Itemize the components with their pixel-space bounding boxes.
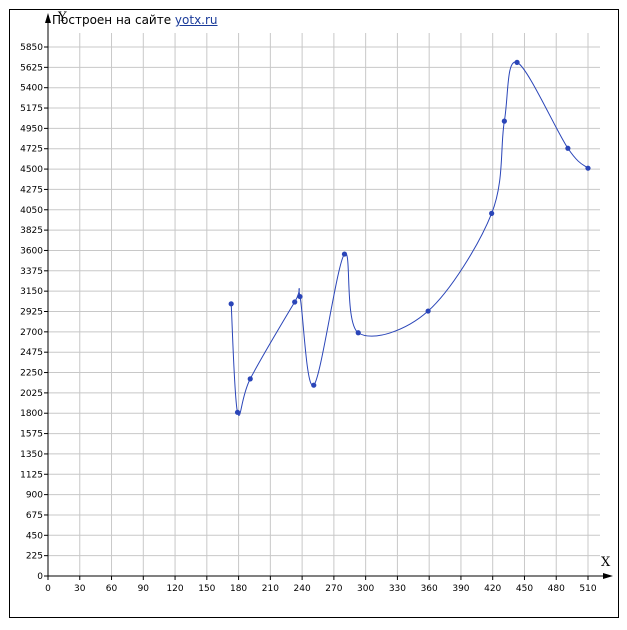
x-axis-label: X [601,555,611,570]
data-point [247,376,253,382]
y-tick-label: 2025 [20,389,43,399]
y-tick-label: 900 [26,491,43,501]
x-tick-label: 420 [484,584,501,594]
y-tick-label: 675 [26,511,43,521]
y-axis-arrow [45,13,51,23]
x-tick-label: 330 [389,584,406,594]
y-tick-label: 3375 [20,267,43,277]
data-point [501,118,507,124]
y-tick-label: 2700 [20,328,43,338]
x-tick-label: 270 [325,584,342,594]
y-tick-label: 2925 [20,308,43,318]
x-tick-label: 240 [294,584,311,594]
y-tick-label: 1800 [20,409,43,419]
data-point [311,382,317,388]
y-tick-label: 2475 [20,348,43,358]
y-tick-label: 4725 [20,145,43,155]
x-tick-label: 300 [357,584,374,594]
y-tick-label: 3825 [20,226,43,236]
y-tick-label: 1575 [20,430,43,440]
y-tick-label: 225 [26,552,43,562]
series-line [230,61,589,416]
data-point [234,409,241,415]
data-point [489,210,495,216]
x-tick-label: 120 [166,584,183,594]
data-point [425,308,431,314]
x-tick-label: 210 [262,584,279,594]
y-tick-label: 0 [37,572,43,582]
y-tick-label: 5400 [20,84,43,94]
credit-link[interactable]: yotx.ru [174,13,218,27]
x-tick-label: 390 [452,584,469,594]
credit-text: Построен на сайте [52,13,172,27]
data-point [228,301,234,307]
y-axis-label: Y [57,10,67,25]
y-tick-label: 4950 [20,124,43,134]
y-tick-label: 4275 [20,185,43,195]
x-tick-label: 0 [45,584,51,594]
y-tick-label: 2250 [20,369,43,379]
x-tick-label: 150 [198,584,215,594]
data-point [341,251,348,257]
data-point [585,165,591,171]
x-tick-label: 480 [548,584,565,594]
x-tick-label: 60 [106,584,118,594]
x-tick-label: 30 [74,584,86,594]
data-point [297,293,303,300]
x-axis-arrow [603,573,613,579]
y-tick-label: 3600 [20,246,43,256]
y-tick-label: 5175 [20,104,43,114]
y-tick-label: 3150 [20,287,43,297]
credit-line: Построен на сайте yotx.ru [52,13,218,27]
y-tick-label: 1125 [20,470,43,480]
x-tick-label: 510 [579,584,596,594]
y-tick-label: 4500 [20,165,43,175]
y-tick-label: 4050 [20,206,43,216]
x-tick-label: 450 [516,584,533,594]
y-tick-label: 450 [26,531,43,541]
y-tick-label: 1350 [20,450,43,460]
x-tick-label: 360 [421,584,438,594]
x-tick-label: 90 [138,584,150,594]
y-tick-label: 5850 [20,43,43,53]
data-point [514,59,520,65]
y-tick-label: 5625 [20,63,43,73]
chart-frame [9,9,619,618]
data-point [292,299,298,305]
data-point [565,145,571,151]
x-tick-label: 180 [230,584,247,594]
data-point [355,330,361,336]
